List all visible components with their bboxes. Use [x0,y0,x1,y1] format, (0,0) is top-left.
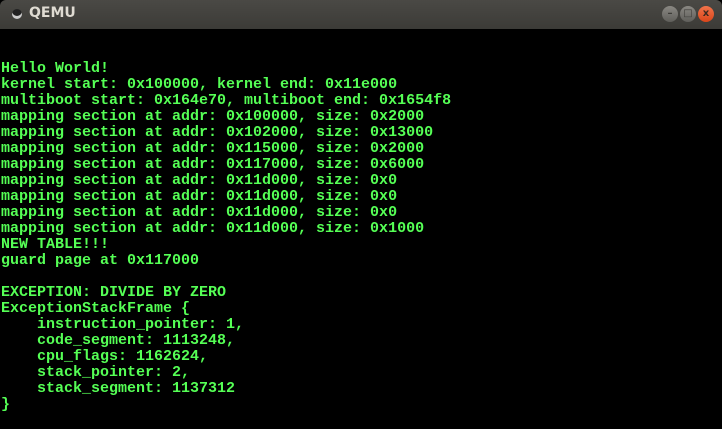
window-title: QEMU [29,5,76,21]
terminal-line: } [1,396,11,413]
close-button[interactable]: x [698,6,714,22]
terminal-line: mapping section at addr: 0x11d000, size:… [1,204,398,221]
terminal-line [1,269,451,285]
terminal-line: stack_pointer: 2, [1,364,191,381]
terminal-line: mapping section at addr: 0x100000, size:… [1,108,425,125]
minimize-button[interactable]: – [662,6,678,22]
terminal-line: Hello World! [1,60,110,77]
terminal-line: cpu_flags: 1162624, [1,348,209,365]
terminal-line: code_segment: 1113248, [1,332,236,349]
maximize-button[interactable]: □ [680,6,696,22]
terminal-line: EXCEPTION: DIVIDE BY ZERO [1,284,227,301]
terminal-line: mapping section at addr: 0x11d000, size:… [1,188,398,205]
terminal-line: guard page at 0x117000 [1,252,200,269]
terminal-line: NEW TABLE!!! [1,236,110,253]
terminal-line: mapping section at addr: 0x115000, size:… [1,140,425,157]
terminal-line: mapping section at addr: 0x11d000, size:… [1,172,398,189]
terminal-line: instruction_pointer: 1, [1,316,245,333]
terminal-line: kernel start: 0x100000, kernel end: 0x11… [1,76,398,93]
terminal-line: mapping section at addr: 0x117000, size:… [1,156,425,173]
terminal-line: mapping section at addr: 0x11d000, size:… [1,220,425,237]
window-titlebar[interactable]: QEMU – □ x [0,0,722,29]
qemu-app-icon [12,9,22,19]
vga-screen[interactable]: Hello World! kernel start: 0x100000, kern… [0,29,722,429]
terminal-line: multiboot start: 0x164e70, multiboot end… [1,92,452,109]
terminal-output: Hello World! kernel start: 0x100000, kern… [1,61,451,413]
terminal-line: ExceptionStackFrame { [1,300,191,317]
terminal-line: stack_segment: 1137312 [1,380,236,397]
terminal-line: mapping section at addr: 0x102000, size:… [1,124,434,141]
